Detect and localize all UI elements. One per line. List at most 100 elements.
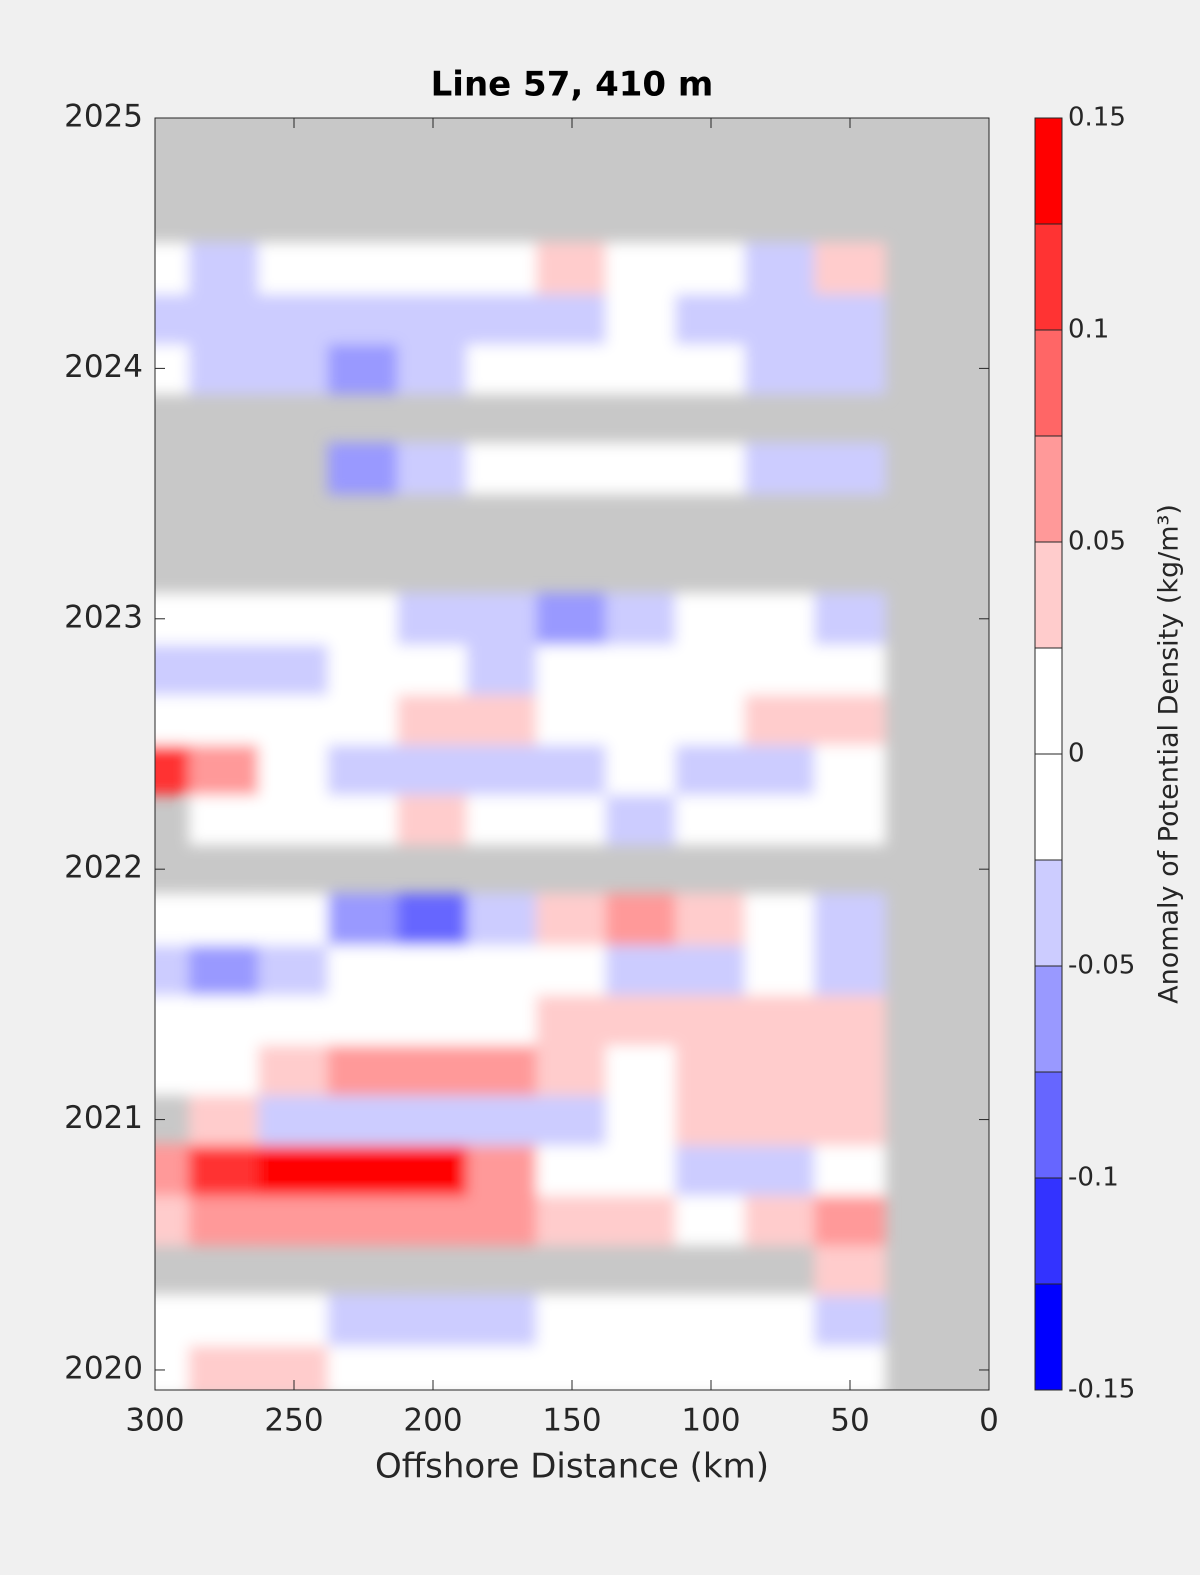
colorbar-segment bbox=[1035, 118, 1062, 224]
field-cell bbox=[327, 692, 400, 745]
field-cell bbox=[155, 1143, 191, 1196]
x-tick-label: 50 bbox=[830, 1403, 869, 1439]
field-cell bbox=[814, 943, 886, 996]
field-cell bbox=[397, 242, 469, 295]
field-cell bbox=[188, 793, 261, 846]
field-cell bbox=[258, 242, 330, 295]
field-cell bbox=[814, 993, 886, 1046]
colorbar-tick-label: -0.15 bbox=[1068, 1375, 1135, 1405]
field-cell bbox=[188, 742, 261, 796]
field-cell bbox=[744, 442, 817, 495]
field-cell bbox=[814, 442, 886, 495]
field-cell bbox=[605, 793, 678, 846]
field-cell bbox=[675, 1293, 747, 1346]
field-cell bbox=[536, 442, 608, 495]
field-cell bbox=[397, 1193, 469, 1246]
field-cell bbox=[188, 692, 261, 745]
field-cell bbox=[155, 1043, 191, 1096]
colorbar-segment bbox=[1035, 1072, 1062, 1178]
field-cell bbox=[188, 993, 261, 1046]
chart-title: Line 57, 410 m bbox=[431, 65, 714, 105]
field-cell bbox=[744, 242, 817, 295]
field-cell bbox=[466, 1293, 539, 1346]
field-cell bbox=[397, 292, 469, 345]
field-cell bbox=[605, 1343, 678, 1390]
field-cell bbox=[155, 742, 191, 796]
colorbar-tick-label: -0.05 bbox=[1068, 951, 1135, 981]
field-cell bbox=[258, 292, 330, 345]
field-cell bbox=[258, 642, 330, 695]
field-cell bbox=[536, 943, 608, 996]
field-cell bbox=[397, 1143, 469, 1196]
field-cell bbox=[397, 642, 469, 695]
field-cell bbox=[814, 1193, 886, 1246]
x-tick-label: 150 bbox=[542, 1403, 601, 1439]
field-cell bbox=[814, 893, 886, 946]
field-cell bbox=[397, 592, 469, 645]
field-cell bbox=[744, 342, 817, 395]
field-cell bbox=[605, 993, 678, 1046]
field-cell bbox=[188, 1043, 261, 1096]
field-cell bbox=[188, 1193, 261, 1246]
field-cell bbox=[675, 692, 747, 745]
field-cell bbox=[466, 1093, 539, 1146]
field-cell bbox=[188, 342, 261, 395]
field-cell bbox=[536, 893, 608, 946]
x-tick-label: 200 bbox=[403, 1403, 462, 1439]
field-cell bbox=[466, 893, 539, 946]
y-tick-label: 2024 bbox=[64, 349, 143, 385]
field-cell bbox=[536, 592, 608, 645]
field-cell bbox=[814, 292, 886, 345]
colorbar-segment bbox=[1035, 224, 1062, 330]
y-tick-label: 2021 bbox=[64, 1100, 143, 1136]
field-cell bbox=[258, 742, 330, 796]
field-cell bbox=[327, 642, 400, 695]
field-cell bbox=[675, 342, 747, 395]
field-cell bbox=[605, 1293, 678, 1346]
field-cell bbox=[466, 1143, 539, 1196]
field-cell bbox=[744, 1293, 817, 1346]
field-cell bbox=[814, 1043, 886, 1096]
field-cell bbox=[536, 993, 608, 1046]
field-cell bbox=[605, 242, 678, 295]
field-cell bbox=[744, 1343, 817, 1390]
field-cell bbox=[675, 1193, 747, 1246]
field-cell bbox=[536, 692, 608, 745]
field-cell bbox=[536, 242, 608, 295]
field-cell bbox=[327, 993, 400, 1046]
field-cell bbox=[327, 1343, 400, 1390]
field-cell bbox=[744, 742, 817, 796]
field-cell bbox=[814, 592, 886, 645]
field-cell bbox=[258, 592, 330, 645]
field-cell bbox=[744, 1143, 817, 1196]
field-cell bbox=[744, 1093, 817, 1146]
field-cell bbox=[605, 1093, 678, 1146]
field-cell bbox=[536, 1193, 608, 1246]
field-cell bbox=[814, 1143, 886, 1196]
field-cell bbox=[155, 242, 191, 295]
field-cell bbox=[744, 642, 817, 695]
field-cell bbox=[675, 242, 747, 295]
field-cell bbox=[466, 642, 539, 695]
field-cell bbox=[605, 442, 678, 495]
field-cell bbox=[744, 292, 817, 345]
colorbar-segment bbox=[1035, 860, 1062, 966]
field-cell bbox=[744, 592, 817, 645]
field-cell bbox=[258, 1093, 330, 1146]
field-cell bbox=[155, 692, 191, 745]
field-cell bbox=[536, 793, 608, 846]
field-cell bbox=[536, 642, 608, 695]
field-cell bbox=[605, 1043, 678, 1096]
field-cell bbox=[605, 292, 678, 345]
field-cell bbox=[258, 893, 330, 946]
field-cell bbox=[744, 793, 817, 846]
field-cell bbox=[327, 292, 400, 345]
field-cell bbox=[258, 993, 330, 1046]
field-cell bbox=[327, 742, 400, 796]
field-cell bbox=[466, 1043, 539, 1096]
field-cell bbox=[327, 242, 400, 295]
colorbar-segment bbox=[1035, 966, 1062, 1072]
field-cell bbox=[327, 342, 400, 395]
colorbar-segment bbox=[1035, 1178, 1062, 1284]
